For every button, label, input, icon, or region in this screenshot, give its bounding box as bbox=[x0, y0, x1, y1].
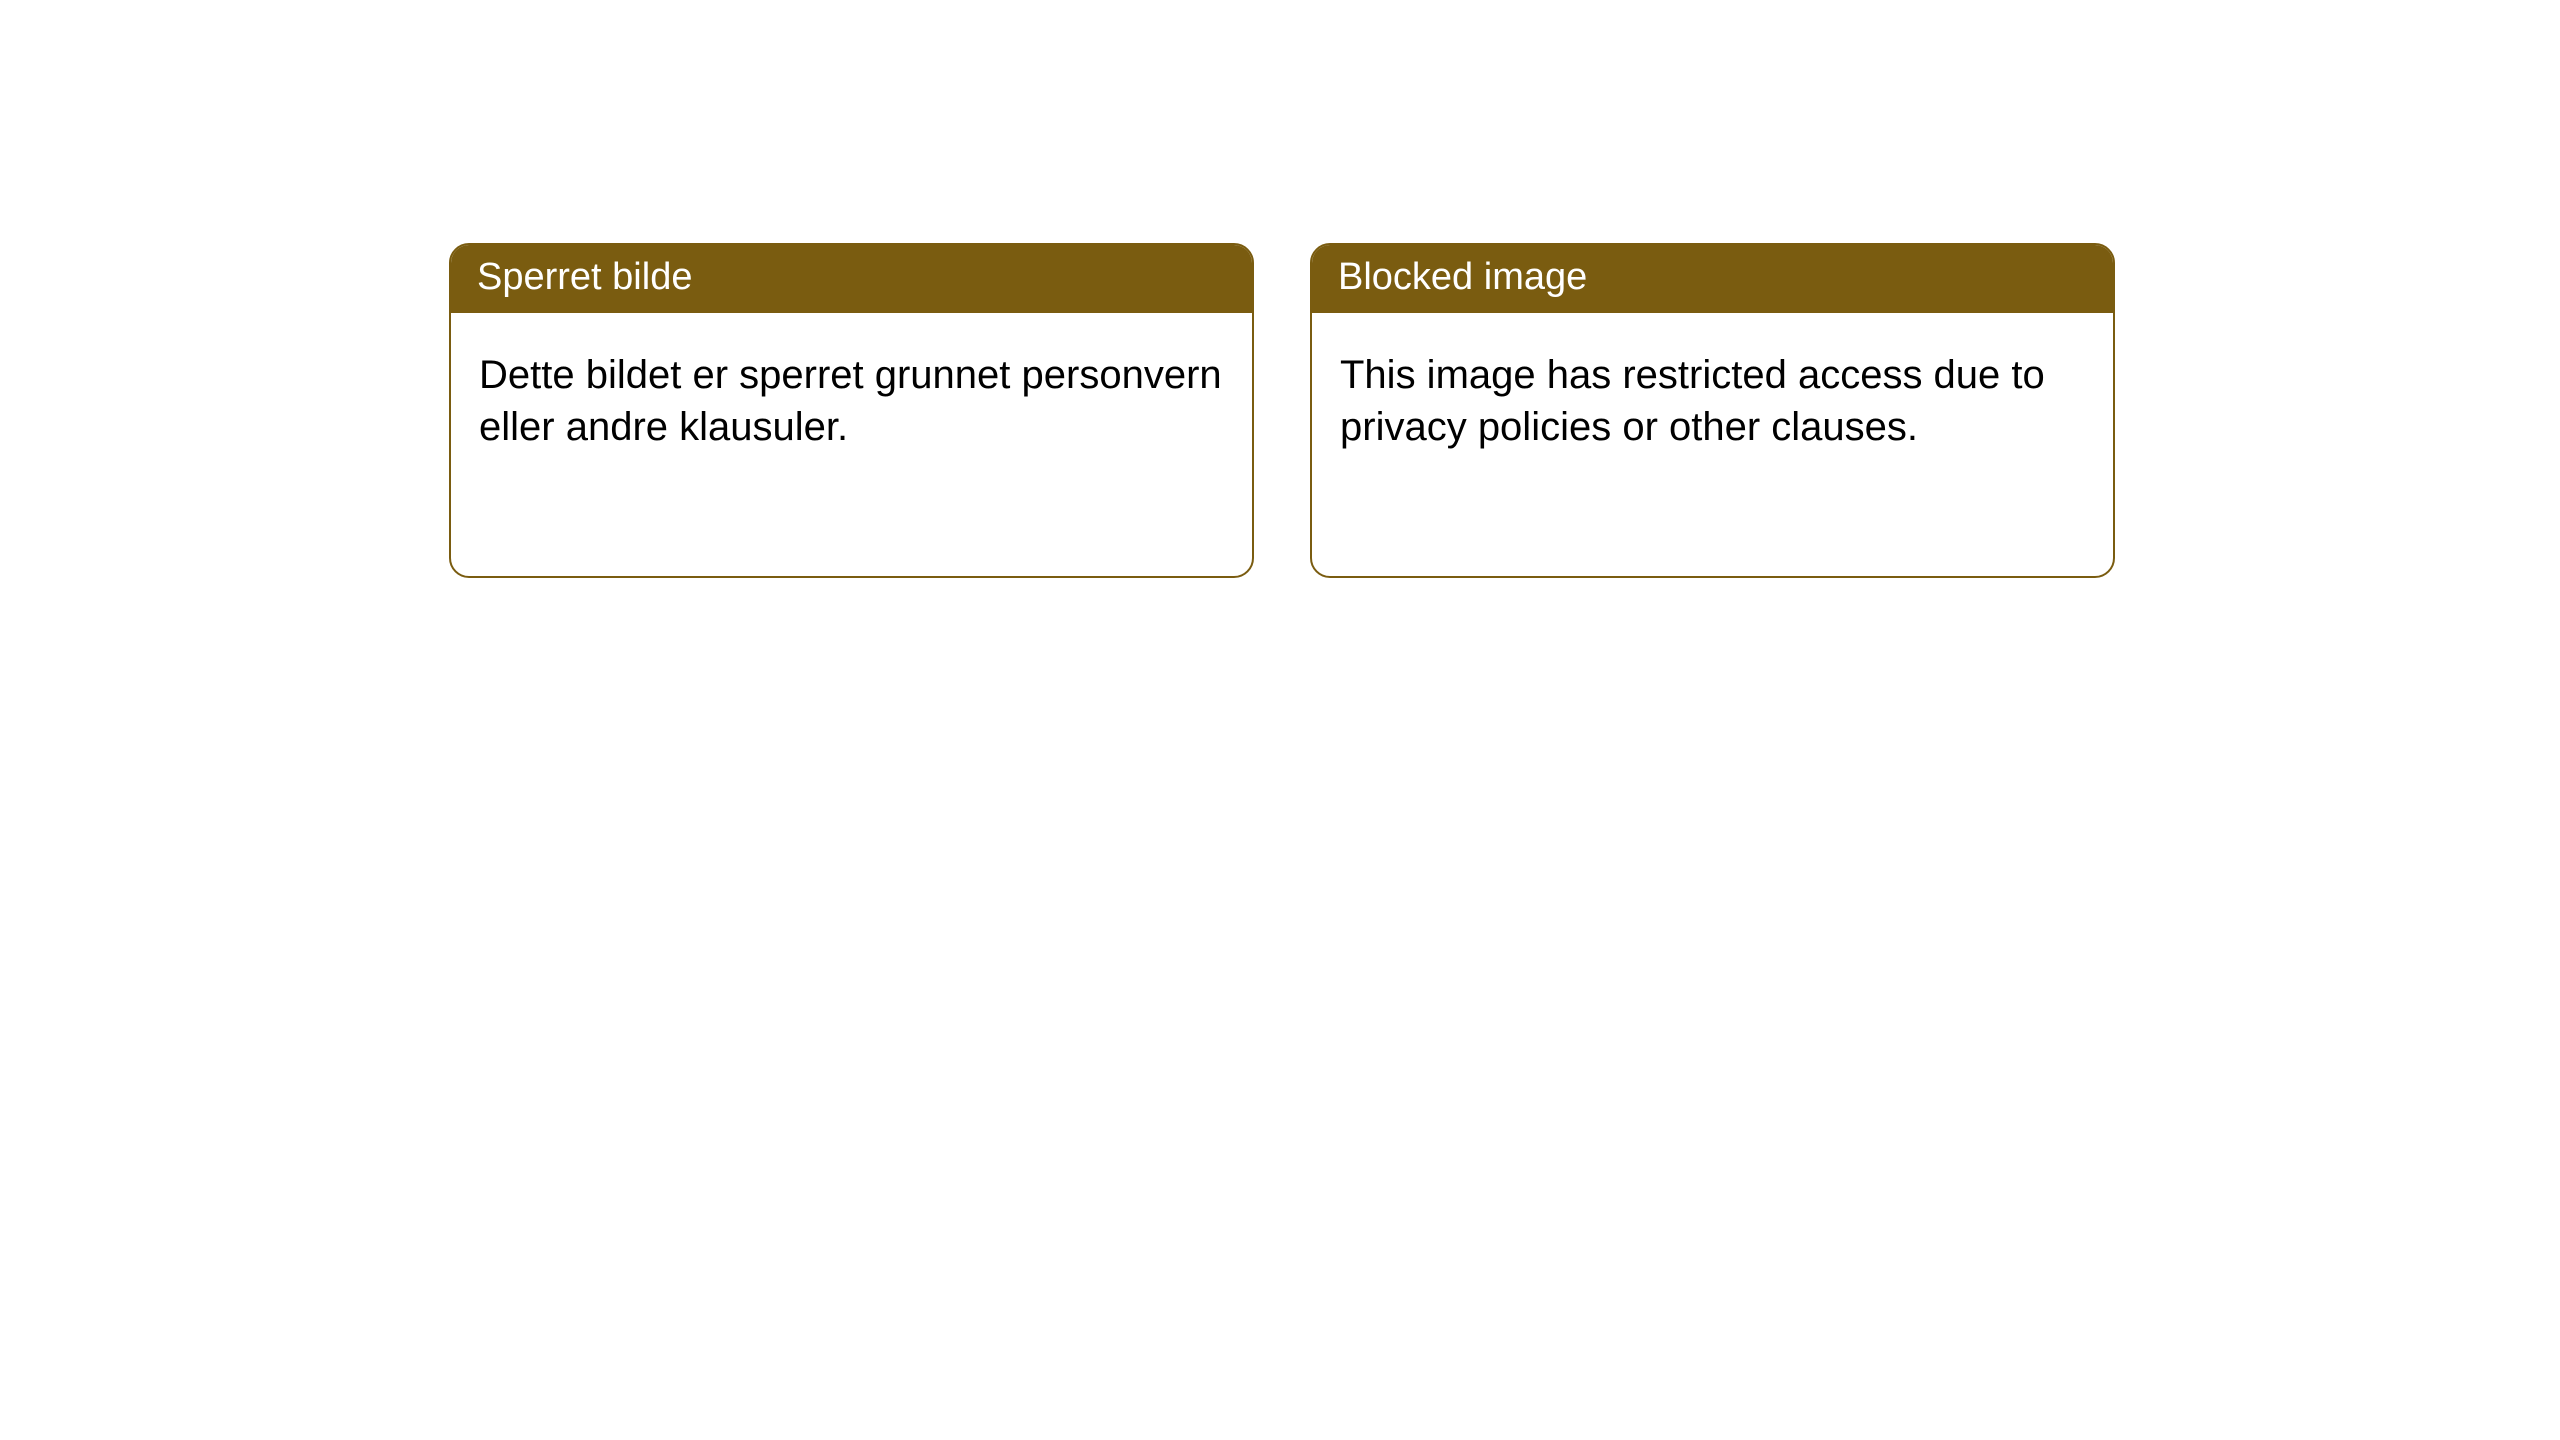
card-title: Blocked image bbox=[1312, 245, 2113, 313]
notice-container: Sperret bilde Dette bildet er sperret gr… bbox=[0, 0, 2560, 578]
card-body-text: Dette bildet er sperret grunnet personve… bbox=[451, 313, 1252, 483]
card-title: Sperret bilde bbox=[451, 245, 1252, 313]
card-body-text: This image has restricted access due to … bbox=[1312, 313, 2113, 483]
notice-card-norwegian: Sperret bilde Dette bildet er sperret gr… bbox=[449, 243, 1254, 578]
notice-card-english: Blocked image This image has restricted … bbox=[1310, 243, 2115, 578]
